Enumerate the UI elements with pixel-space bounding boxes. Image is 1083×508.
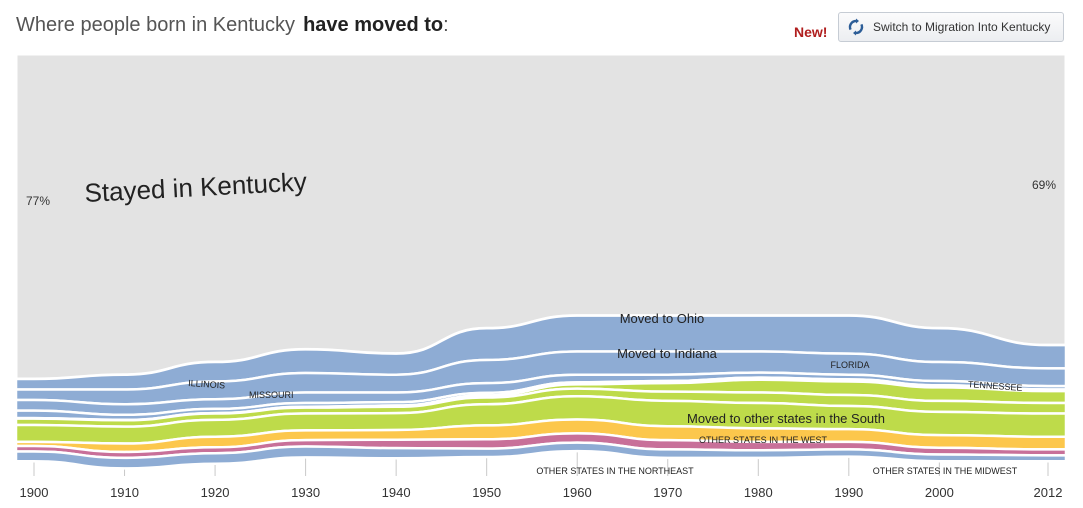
x-axis: 1900 1910 1920 1930 1940 1950 1960 1970 1980 1990… <box>20 485 1063 500</box>
west-label: OTHER STATES IN THE WEST <box>699 435 828 445</box>
florida-label: FLORIDA <box>830 360 869 370</box>
switch-button-label: Switch to Migration Into Kentucky <box>873 20 1051 34</box>
northeast-label: OTHER STATES IN THE NORTHEAST <box>536 466 694 476</box>
x-tick-1960: 1960 <box>563 485 592 500</box>
indiana-label: Moved to Indiana <box>617 346 718 361</box>
tennessee-label: TENNESSEE <box>968 379 1023 393</box>
x-tick-1980: 1980 <box>744 485 773 500</box>
x-tick-2012: 2012 <box>1034 485 1063 500</box>
title-prefix: Where people born in Kentucky <box>16 14 296 36</box>
x-tick-1900: 1900 <box>20 485 49 500</box>
x-tick-1940: 1940 <box>382 485 411 500</box>
south-other-label: Moved to other states in the South <box>687 411 885 426</box>
x-tick-1950: 1950 <box>472 485 501 500</box>
missouri-label: MISSOURI <box>249 390 294 400</box>
midwest-label: OTHER STATES IN THE MIDWEST <box>873 466 1018 476</box>
refresh-icon <box>848 18 864 36</box>
title-suffix: : <box>443 14 449 36</box>
x-tick-1910: 1910 <box>110 485 139 500</box>
switch-migration-button[interactable]: Switch to Migration Into Kentucky <box>838 12 1064 42</box>
series-bands <box>14 52 1068 470</box>
ohio-label: Moved to Ohio <box>620 311 705 326</box>
x-tick-2000: 2000 <box>925 485 954 500</box>
title-emphasis: have moved to <box>303 14 444 36</box>
band-other-states-in-the-midwest <box>14 441 1068 470</box>
page-title: Where people born in Kentucky have moved … <box>16 14 449 37</box>
start-percent-label: 77% <box>26 194 50 208</box>
end-percent-label: 69% <box>1032 178 1056 192</box>
new-badge: New! <box>794 24 828 40</box>
x-tick-1990: 1990 <box>834 485 863 500</box>
illinois-label: ILLINOIS <box>188 378 226 391</box>
x-tick-1930: 1930 <box>291 485 320 500</box>
x-tick-1970: 1970 <box>653 485 682 500</box>
x-tick-1920: 1920 <box>201 485 230 500</box>
